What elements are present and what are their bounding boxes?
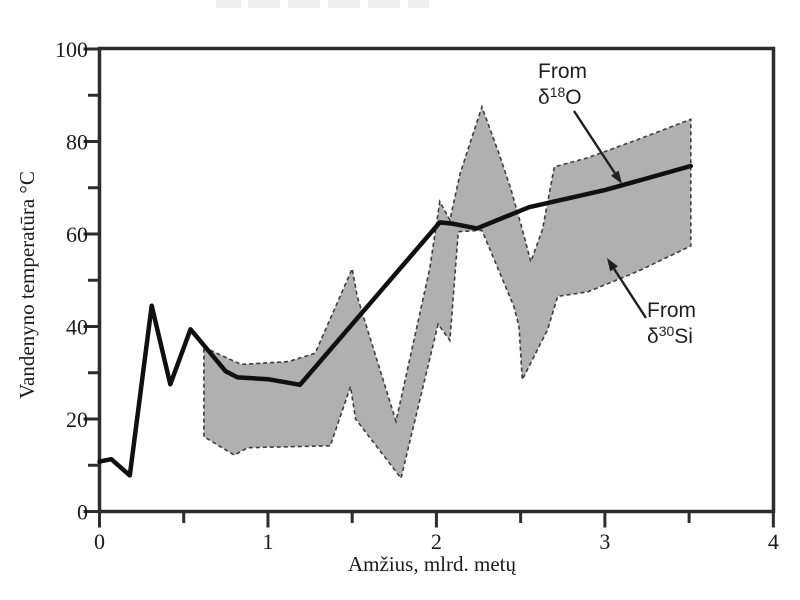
si30-element: Si [674,325,693,348]
si30-arrow-line [613,268,648,319]
annotation-arrows [572,110,648,319]
x-tick-label: 2 [431,529,442,554]
x-tick-label: 0 [94,529,105,554]
y-axis-label: Vandenyno temperatūra °C [15,171,39,399]
o18-arrow-line [572,110,616,174]
y-tick-label: 40 [66,315,88,340]
cropped-text-block [216,0,241,8]
o18-annotation-formula: δ18O [538,84,582,109]
y-tick-label: 20 [66,407,88,432]
y-tick-label: 100 [55,37,88,62]
o18-arrow-head [611,170,622,184]
x-tick-label: 3 [599,529,610,554]
y-tick-label: 0 [77,500,88,525]
delta-glyph: δ [538,86,550,109]
o18-temperature-line [97,163,694,478]
si30-superscript: 30 [659,323,675,339]
si30-uncertainty-band [203,104,692,481]
si30-annotation-formula: δ30Si [647,323,693,348]
delta-glyph: δ [647,325,659,348]
x-tick-label: 4 [768,529,779,554]
y-tick-label: 60 [66,222,88,247]
si30-arrow-head [607,258,618,272]
axis-ticks [83,47,775,528]
cropped-text-block [368,0,400,8]
x-axis-label: Amžius, mlrd. metų [348,552,516,576]
si30-annotation-line1: From [647,299,696,322]
o18-superscript: 18 [550,84,566,100]
o18-annotation-line1: From [538,60,587,83]
cropped-text-block [248,0,280,8]
cropped-text-block [408,0,429,8]
x-tick-label: 1 [262,529,273,554]
cropped-text-block [288,0,320,8]
cropped-text-block [328,0,360,8]
y-tick-label: 80 [66,130,88,155]
o18-element: O [565,86,581,109]
